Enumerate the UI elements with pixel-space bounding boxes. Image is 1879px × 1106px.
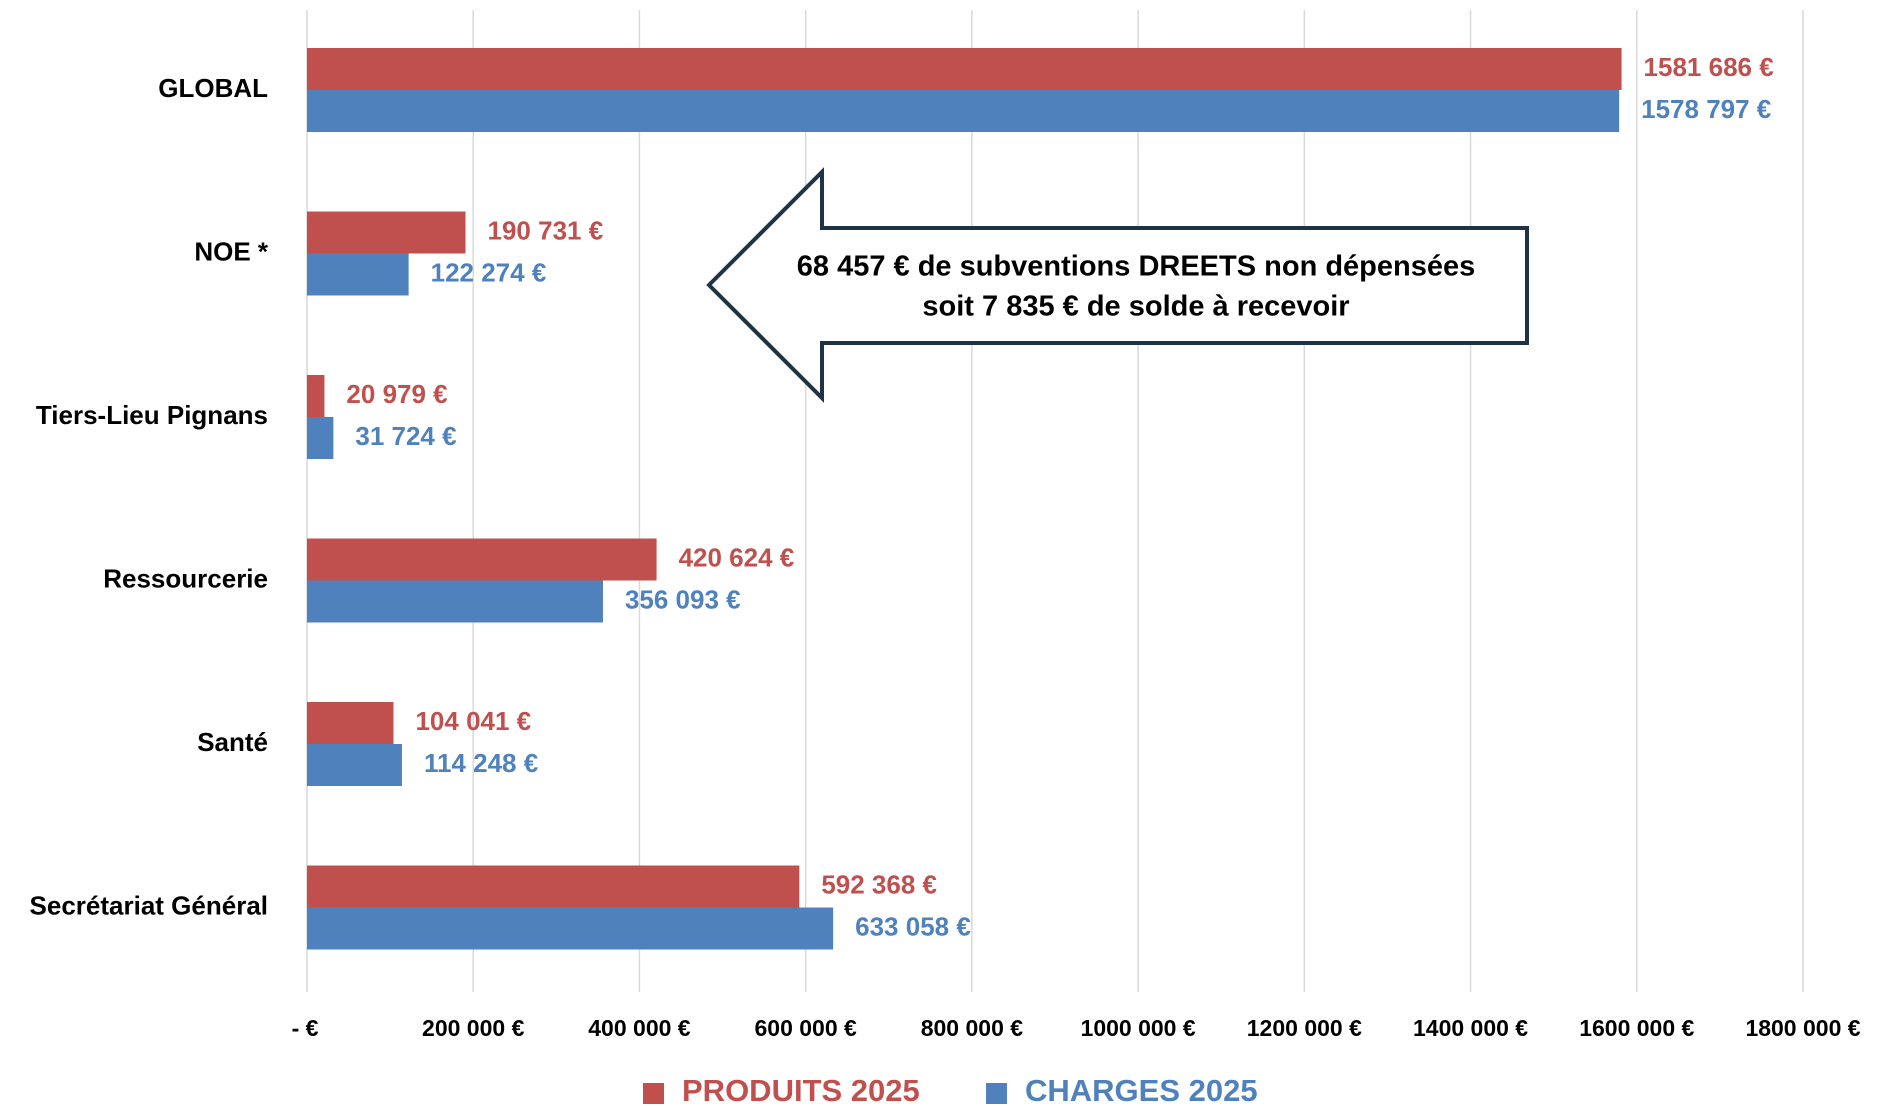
annotation-arrow bbox=[706, 167, 1529, 403]
y-tick-label: Santé bbox=[197, 727, 268, 757]
data-label: 114 248 € bbox=[424, 748, 538, 778]
data-label: 20 979 € bbox=[346, 379, 447, 409]
y-tick-label: Tiers-Lieu Pignans bbox=[36, 400, 268, 430]
y-tick-label: NOE * bbox=[194, 236, 269, 266]
bar bbox=[307, 865, 800, 908]
data-label: 1581 686 € bbox=[1644, 52, 1774, 82]
data-label: 592 368 € bbox=[821, 869, 937, 899]
data-label: 420 624 € bbox=[679, 542, 795, 572]
bar bbox=[307, 417, 334, 459]
bar bbox=[307, 211, 466, 254]
x-tick-label: 1600 000 € bbox=[1579, 1015, 1694, 1041]
bar bbox=[307, 907, 834, 950]
data-label: 633 058 € bbox=[855, 911, 971, 941]
bar bbox=[307, 744, 402, 786]
y-tick-label: GLOBAL bbox=[158, 73, 268, 103]
x-tick-label: 1000 000 € bbox=[1081, 1015, 1196, 1041]
x-tick-label: 1800 000 € bbox=[1745, 1015, 1860, 1041]
data-label: 31 724 € bbox=[355, 421, 456, 451]
bar bbox=[307, 375, 325, 417]
bar bbox=[307, 48, 1622, 90]
annotation: 68 457 € de subventions DREETS non dépen… bbox=[797, 251, 1476, 283]
x-tick-label: 600 000 € bbox=[755, 1015, 858, 1041]
bar bbox=[307, 702, 394, 744]
annotation: soit 7 835 € de solde à recevoir bbox=[922, 291, 1349, 323]
bar bbox=[307, 90, 1620, 132]
bar bbox=[307, 538, 657, 581]
x-tick-label: 1400 000 € bbox=[1413, 1015, 1528, 1041]
legend-swatch bbox=[986, 1083, 1007, 1104]
legend-label: PRODUITS 2025 bbox=[682, 1073, 920, 1106]
legend-label: CHARGES 2025 bbox=[1025, 1073, 1258, 1106]
data-label: 122 274 € bbox=[431, 257, 547, 287]
data-label: 1578 797 € bbox=[1641, 94, 1771, 124]
x-tick-label: - € bbox=[292, 1015, 319, 1041]
bar bbox=[307, 253, 409, 296]
bar bbox=[307, 580, 603, 623]
data-label: 190 731 € bbox=[488, 215, 604, 245]
x-tick-label: 1200 000 € bbox=[1247, 1015, 1362, 1041]
x-tick-label: 800 000 € bbox=[921, 1015, 1024, 1041]
y-tick-label: Secrétariat Général bbox=[30, 890, 268, 920]
y-tick-label: Ressourcerie bbox=[103, 563, 268, 593]
data-label: 356 093 € bbox=[625, 584, 741, 614]
x-tick-label: 200 000 € bbox=[422, 1015, 525, 1041]
data-label: 104 041 € bbox=[415, 706, 531, 736]
legend-swatch bbox=[643, 1083, 664, 1104]
x-tick-label: 400 000 € bbox=[588, 1015, 691, 1041]
